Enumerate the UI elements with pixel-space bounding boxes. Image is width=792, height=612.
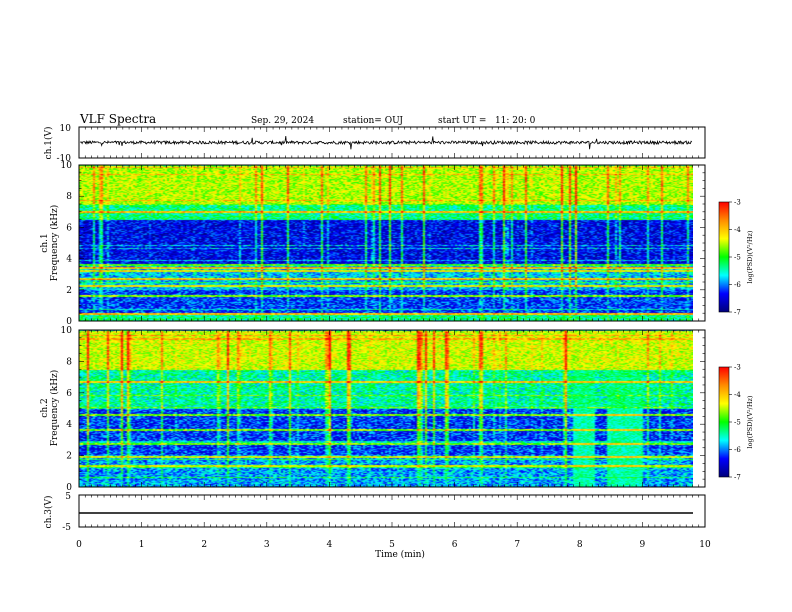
header-start-ut: start UT = 11: 20: 0 xyxy=(438,116,536,126)
colorbar-tick-label: -5 xyxy=(734,419,741,427)
header-date: Sep. 29, 2024 xyxy=(251,116,314,126)
header-station: station= OUJ xyxy=(343,116,403,126)
y-tick-label: 0 xyxy=(66,483,72,493)
y-tick-label: 6 xyxy=(66,223,72,233)
x-tick-label: 3 xyxy=(264,540,270,550)
colorbar-tick-label: -7 xyxy=(734,309,741,317)
x-tick-label: 5 xyxy=(389,540,395,550)
colorbar-tick-label: -6 xyxy=(734,281,741,289)
time-axis-tick-labels: 0 1 2 3 4 5 6 7 8 9 10 xyxy=(76,540,711,550)
ch2-spec-ylabel: Frequency (kHz) xyxy=(49,370,60,447)
ch3-wave-ylabel: ch.3(V) xyxy=(43,496,54,529)
colorbar-tick-label: -3 xyxy=(734,364,741,372)
y-tick-label: 4 xyxy=(66,255,72,265)
ch3-wave-ytick-bottom: -5 xyxy=(62,523,71,533)
y-tick-label: 6 xyxy=(66,389,72,399)
x-tick-label: 7 xyxy=(514,540,520,550)
x-tick-label: 2 xyxy=(201,540,207,550)
y-tick-label: 2 xyxy=(66,286,72,296)
ch1-spectrogram-yticks: 0 2 4 6 8 10 xyxy=(61,161,705,327)
x-tick-label: 0 xyxy=(76,540,82,550)
ch3-waveform-panel: 5 -5 ch.3(V) xyxy=(43,492,706,533)
y-tick-label: 0 xyxy=(66,317,72,327)
ch1-waveform-panel: 10 -10 ch.1(V) xyxy=(43,124,706,164)
ch2-colorbar-ticks: -3 -4 -5 -6 -7 xyxy=(729,364,741,482)
y-tick-label: 2 xyxy=(66,452,72,462)
colorbar-tick-label: -4 xyxy=(734,226,741,234)
x-tick-label: 6 xyxy=(452,540,458,550)
ch1-wave-ytick-bottom: -10 xyxy=(57,154,72,164)
ch1-colorbar: -3 -4 -5 -6 -7 log(PSD)(V²/Hz) xyxy=(718,199,754,317)
colorbar-tick-label: -4 xyxy=(734,391,741,399)
colorbar-tick-label: -3 xyxy=(734,199,741,207)
colorbar-tick-label: -6 xyxy=(734,446,741,454)
ch1-wave-ytick-top: 10 xyxy=(60,124,72,134)
ch2-colorbar-gradient xyxy=(719,367,729,477)
y-tick-label: 8 xyxy=(66,357,72,367)
time-axis-label: Time (min) xyxy=(375,549,425,560)
ch2-colorbar-label: log(PSD)(V²/Hz) xyxy=(746,395,754,448)
x-tick-label: 4 xyxy=(327,540,333,550)
colorbar-tick-label: -7 xyxy=(734,474,741,482)
time-axis-ticks xyxy=(78,127,706,527)
ch1-spec-ylabel-channel: ch.1 xyxy=(40,233,50,252)
colorbar-tick-label: -5 xyxy=(734,254,741,262)
y-tick-label: 4 xyxy=(66,420,72,430)
ch1-wave-ylabel: ch.1(V) xyxy=(43,127,54,160)
x-tick-label: 10 xyxy=(699,540,711,550)
x-tick-label: 8 xyxy=(577,540,583,550)
x-tick-label: 1 xyxy=(139,540,145,550)
y-tick-label: 10 xyxy=(61,326,73,336)
ch2-spectrogram-panel: 0 2 4 6 8 10 ch.2 Frequency (kHz) xyxy=(40,326,706,493)
x-tick-label: 9 xyxy=(640,540,646,550)
ch1-spec-ylabel: Frequency (kHz) xyxy=(49,205,60,282)
ch2-spectrogram-yticks: 0 2 4 6 8 10 xyxy=(61,326,705,493)
ch2-spec-ylabel-channel: ch.2 xyxy=(40,398,50,417)
y-tick-label: 8 xyxy=(66,192,72,202)
ch1-spectrogram-panel: 0 2 4 6 8 10 ch.1 Frequency (kHz) xyxy=(40,161,706,327)
ch2-colorbar: -3 -4 -5 -6 -7 log(PSD)(V²/Hz) xyxy=(718,364,754,482)
y-tick-label: 10 xyxy=(61,161,73,171)
ch1-spectrogram-image xyxy=(79,165,693,321)
ch1-colorbar-ticks: -3 -4 -5 -6 -7 xyxy=(729,199,741,317)
ch3-wave-ytick-top: 5 xyxy=(65,492,71,502)
ch1-colorbar-gradient xyxy=(719,202,729,312)
ch2-spectrogram-image xyxy=(79,330,693,487)
ch1-waveform-trace xyxy=(79,136,693,150)
ch3-waveform-background xyxy=(79,495,705,527)
figure-title: VLF Spectra xyxy=(79,112,156,126)
ch1-colorbar-label: log(PSD)(V²/Hz) xyxy=(746,230,754,283)
